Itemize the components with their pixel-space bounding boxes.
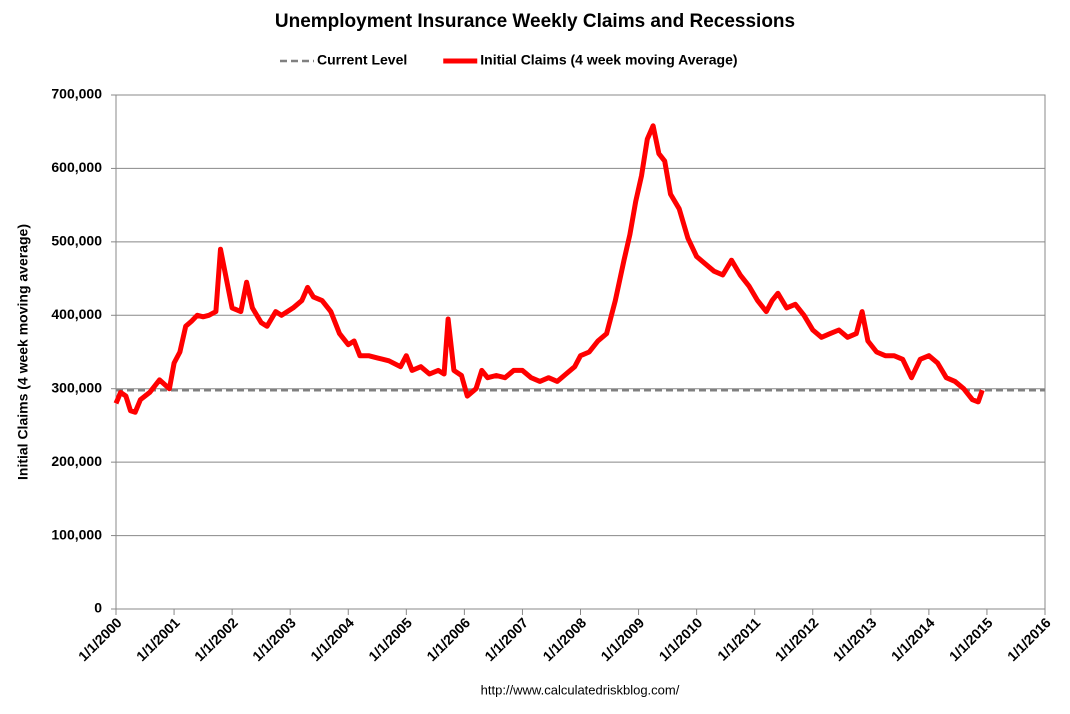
x-tick-label: 1/1/2014 (888, 614, 938, 664)
x-tick-label: 1/1/2005 (365, 614, 415, 664)
y-tick-label: 600,000 (51, 159, 102, 175)
x-tick-label: 1/1/2008 (539, 614, 589, 664)
x-tick-label: 1/1/2004 (307, 614, 357, 664)
x-tick-label: 1/1/2011 (714, 614, 763, 663)
legend-label: Initial Claims (4 week moving Average) (480, 52, 737, 68)
x-tick-label: 1/1/2002 (191, 614, 241, 664)
plot-border (115, 94, 1046, 610)
x-tick-label: 1/1/2001 (133, 614, 183, 664)
legend-label: Current Level (317, 52, 407, 68)
y-tick-label: 200,000 (51, 453, 102, 469)
y-tick-label: 500,000 (51, 233, 102, 249)
x-tick-label: 1/1/2010 (656, 614, 706, 664)
y-tick-label: 300,000 (51, 379, 102, 395)
x-tick-label: 1/1/2006 (423, 614, 473, 664)
x-tick-label: 1/1/2000 (75, 614, 125, 664)
x-tick-label: 1/1/2012 (772, 614, 822, 664)
x-tick-label: 1/1/2007 (481, 614, 531, 664)
x-tick-label: 1/1/2013 (830, 614, 880, 664)
y-tick-label: 100,000 (51, 526, 102, 542)
y-tick-label: 0 (94, 600, 102, 616)
source: http://www.calculatedriskblog.com/ (481, 682, 680, 697)
data-line (113, 123, 985, 415)
y-tick-label: 400,000 (51, 306, 102, 322)
x-tick-label: 1/1/2015 (946, 614, 996, 664)
y-tick-label: 700,000 (51, 86, 102, 102)
x-tick-label: 1/1/2009 (597, 614, 647, 664)
chart-title: Unemployment Insurance Weekly Claims and… (275, 11, 795, 32)
x-tick-label: 1/1/2016 (1004, 614, 1054, 664)
x-tick-label: 1/1/2003 (249, 614, 299, 664)
y-axis-label: Initial Claims (4 week moving average) (15, 224, 31, 480)
